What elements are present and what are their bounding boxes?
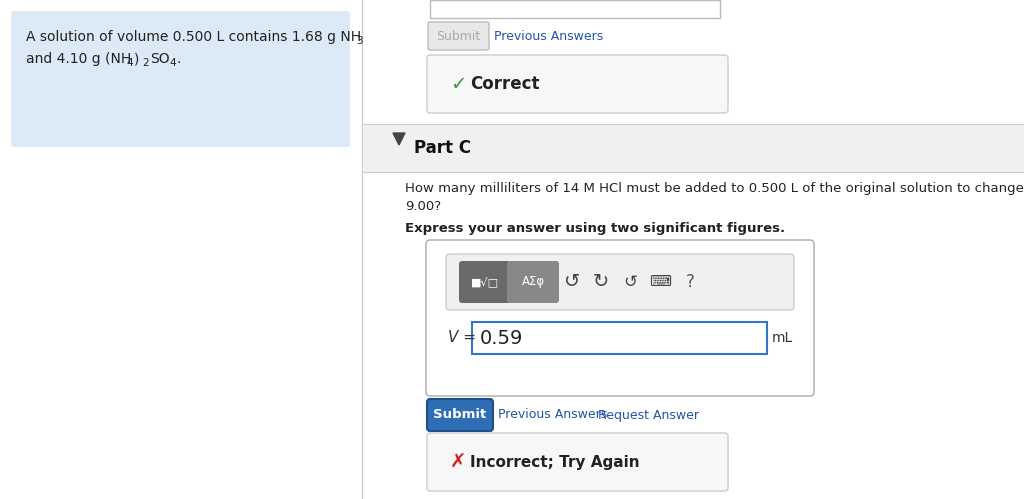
- Text: ?: ?: [685, 273, 694, 291]
- Text: 0.59: 0.59: [480, 328, 523, 347]
- Text: ↺: ↺: [623, 273, 637, 291]
- FancyBboxPatch shape: [446, 254, 794, 310]
- Text: 3: 3: [356, 36, 362, 46]
- Text: Correct: Correct: [470, 75, 540, 93]
- Text: Submit: Submit: [436, 29, 480, 42]
- FancyBboxPatch shape: [427, 399, 493, 431]
- Text: mL: mL: [772, 331, 794, 345]
- Text: Express your answer using two significant figures.: Express your answer using two significan…: [406, 222, 785, 235]
- Text: ⌨: ⌨: [649, 274, 671, 289]
- Text: and 4.10 g (NH: and 4.10 g (NH: [26, 52, 131, 66]
- FancyBboxPatch shape: [426, 240, 814, 396]
- FancyBboxPatch shape: [459, 261, 511, 303]
- Text: .: .: [176, 52, 180, 66]
- Text: ): ): [134, 52, 139, 66]
- Text: ↺: ↺: [564, 272, 581, 291]
- Text: Previous Answers: Previous Answers: [494, 29, 603, 42]
- FancyBboxPatch shape: [427, 55, 728, 113]
- Bar: [362, 124, 1024, 172]
- Text: ΑΣφ: ΑΣφ: [521, 275, 545, 288]
- Text: A solution of volume 0.500 L contains 1.68 g NH: A solution of volume 0.500 L contains 1.…: [26, 30, 361, 44]
- Text: Request Answer: Request Answer: [598, 409, 699, 422]
- FancyBboxPatch shape: [507, 261, 559, 303]
- FancyBboxPatch shape: [428, 22, 489, 50]
- Text: 9.00?: 9.00?: [406, 200, 441, 213]
- Bar: [472, 322, 767, 354]
- FancyBboxPatch shape: [427, 433, 728, 491]
- Text: 4: 4: [169, 58, 176, 68]
- Polygon shape: [393, 133, 406, 145]
- Text: ✗: ✗: [450, 453, 466, 472]
- Bar: [430, 0, 720, 18]
- Text: How many milliliters of 14 M HCl must be added to 0.500 L of the original soluti: How many milliliters of 14 M HCl must be…: [406, 182, 1024, 195]
- Text: ✓: ✓: [450, 74, 466, 93]
- Text: ↻: ↻: [593, 272, 609, 291]
- Text: Part C: Part C: [414, 139, 471, 157]
- Text: 4: 4: [126, 58, 133, 68]
- FancyBboxPatch shape: [11, 11, 350, 147]
- Text: 2: 2: [142, 58, 148, 68]
- Text: ■√□: ■√□: [471, 276, 499, 287]
- Text: V =: V =: [449, 330, 476, 345]
- Text: Previous Answers: Previous Answers: [498, 409, 607, 422]
- Text: SO: SO: [150, 52, 170, 66]
- Text: Incorrect; Try Again: Incorrect; Try Again: [470, 455, 640, 470]
- Text: Submit: Submit: [433, 409, 486, 422]
